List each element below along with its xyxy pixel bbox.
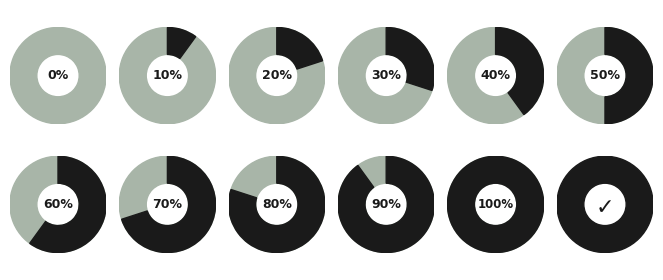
Wedge shape [448,156,544,253]
Text: 50%: 50% [590,69,620,82]
Text: 70%: 70% [152,198,182,211]
Wedge shape [338,156,434,253]
Text: 60%: 60% [43,198,73,211]
Text: 0%: 0% [47,69,69,82]
Text: 90%: 90% [371,198,401,211]
Text: 100%: 100% [477,198,514,211]
Wedge shape [167,27,196,59]
Wedge shape [30,156,106,253]
Wedge shape [229,156,325,253]
Wedge shape [121,156,215,253]
Wedge shape [605,27,653,124]
Text: 10%: 10% [152,69,182,82]
Wedge shape [386,27,434,90]
Wedge shape [277,27,323,69]
Wedge shape [496,27,544,115]
Text: 80%: 80% [262,198,292,211]
Text: 40%: 40% [481,69,511,82]
Text: 30%: 30% [371,69,401,82]
Text: ✓: ✓ [595,198,615,218]
Text: 20%: 20% [262,69,292,82]
